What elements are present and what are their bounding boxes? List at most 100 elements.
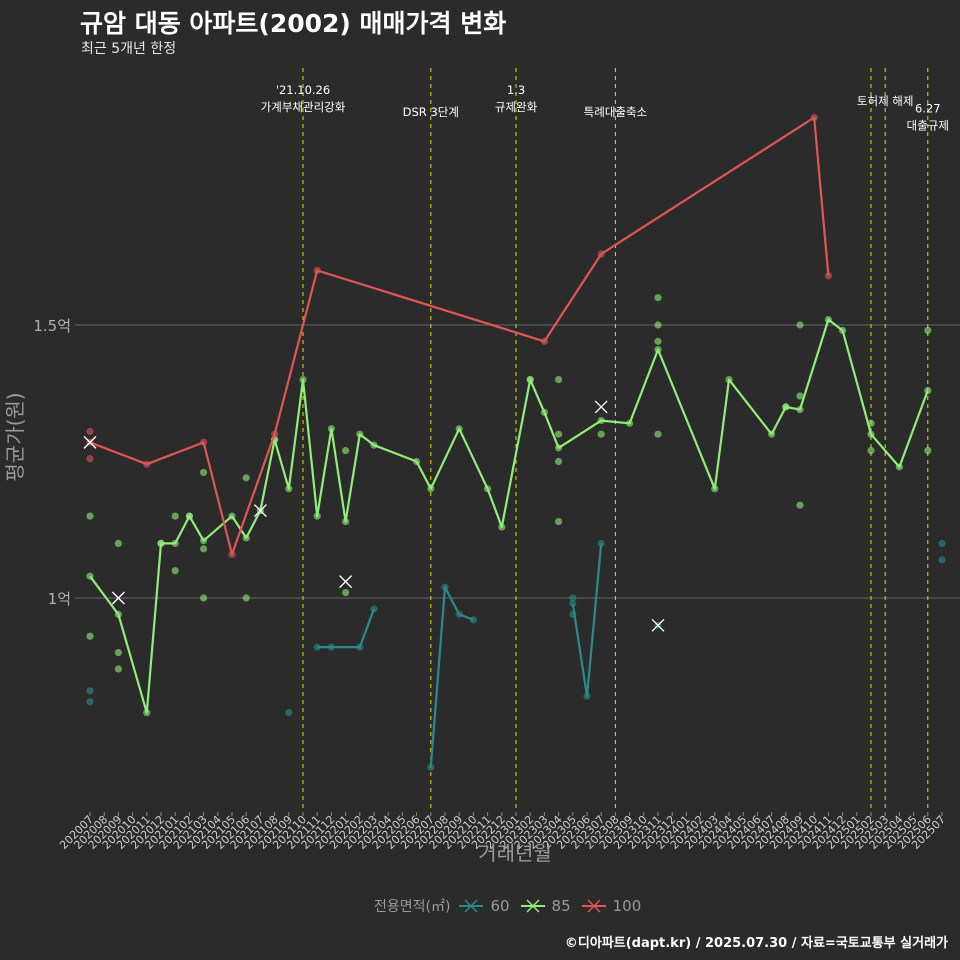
series-85-line-point bbox=[867, 430, 875, 438]
series-85-line-point bbox=[654, 345, 662, 354]
series-100-cross-marker bbox=[83, 435, 97, 449]
legend: 전용면적(㎡) 60 85 100 bbox=[374, 896, 651, 916]
series-85-cross-marker bbox=[253, 504, 267, 518]
series-85-line-point bbox=[327, 425, 335, 433]
series-100-line bbox=[89, 116, 830, 556]
series-85-line-point bbox=[342, 517, 350, 526]
event-label: 1.3 bbox=[507, 83, 525, 97]
series-100-line-point bbox=[810, 113, 818, 122]
series-85-line-point bbox=[555, 444, 563, 452]
series-85-point bbox=[654, 337, 662, 345]
series-85-point bbox=[924, 446, 932, 455]
series-85-cross-marker-stroke bbox=[594, 400, 608, 414]
event-annotations: '21.10.26 가계부채관리강화 DSR 3단계 1.3 규제완화 특례대출축소 토허제… bbox=[261, 68, 949, 812]
series-85-point bbox=[597, 430, 605, 438]
series-85-line-point bbox=[626, 419, 634, 427]
event-label: 규제완화 bbox=[495, 100, 538, 114]
series-85-line-point bbox=[526, 376, 534, 384]
series-60-point bbox=[938, 556, 946, 564]
series-60-line-point bbox=[597, 539, 605, 548]
series-85-point bbox=[555, 457, 563, 466]
series-85-line-point bbox=[200, 537, 208, 545]
legend-label-85: 85 bbox=[551, 897, 571, 915]
y-axis-label: 평균가(원) bbox=[3, 392, 27, 481]
event-label: 대출규제 bbox=[907, 119, 949, 133]
series-85-line-point bbox=[796, 406, 804, 414]
source-caption: ©디아파트(dapt.kr) / 2025.07.30 / 자료=국토교통부 실… bbox=[564, 936, 948, 951]
series-85-point bbox=[200, 468, 208, 477]
series-85-line-point bbox=[143, 709, 151, 717]
series-85-point bbox=[796, 392, 804, 400]
series-85-line-point bbox=[895, 463, 904, 471]
series-100-line-point bbox=[597, 250, 605, 258]
series-85-point bbox=[555, 430, 563, 438]
series-85-line-point bbox=[413, 457, 421, 466]
series-60-point bbox=[86, 687, 94, 695]
event-label: 6.27 bbox=[915, 102, 941, 116]
series-85-line-point bbox=[171, 539, 179, 548]
series-lines bbox=[83, 113, 946, 771]
series-85-point bbox=[342, 588, 350, 597]
series-85-line-point bbox=[455, 425, 463, 433]
series-60-line-point bbox=[583, 692, 591, 700]
legend-item-85: 85 bbox=[520, 896, 571, 916]
series-60-point bbox=[569, 594, 577, 602]
series-60-cross-marker bbox=[651, 618, 665, 632]
series-60-line-segment bbox=[571, 543, 603, 698]
series-85-point bbox=[654, 430, 662, 438]
legend-item-100: 100 bbox=[581, 896, 642, 916]
series-85-line-point bbox=[839, 326, 847, 335]
legend-title: 전용면적(㎡) bbox=[374, 899, 451, 915]
legend-key-100-icon bbox=[581, 899, 606, 913]
gridlines bbox=[75, 324, 960, 599]
series-85-point bbox=[200, 545, 208, 553]
series-85-point bbox=[796, 501, 804, 509]
series-85-line-point bbox=[427, 485, 435, 493]
series-85-point bbox=[86, 512, 94, 520]
event-label: DSR 3단계 bbox=[403, 105, 459, 119]
series-60-line-point bbox=[427, 763, 435, 771]
series-60-line-point bbox=[356, 643, 364, 651]
series-85-line-point bbox=[86, 572, 94, 580]
series-60-point bbox=[285, 709, 293, 717]
series-85-point bbox=[171, 567, 179, 575]
series-100-point bbox=[86, 455, 94, 463]
series-85-point bbox=[200, 594, 208, 602]
series-60-line-point bbox=[327, 643, 335, 651]
series-85-line-point bbox=[370, 441, 378, 449]
series-60-point bbox=[938, 539, 946, 548]
series-85-point bbox=[796, 321, 804, 329]
series-85-line-point bbox=[484, 485, 492, 493]
series-85-line-point bbox=[356, 430, 364, 438]
series-85-cross-marker bbox=[594, 400, 608, 414]
series-85-point bbox=[555, 517, 563, 526]
series-85-line-point bbox=[540, 408, 549, 416]
legend-label-100: 100 bbox=[612, 897, 642, 915]
series-60-point bbox=[86, 698, 94, 706]
series-100-line-point bbox=[228, 550, 236, 558]
x-tick-labels: 2020072020082020092020102020112020122021… bbox=[57, 812, 948, 852]
series-85-cross-marker-stroke bbox=[253, 504, 267, 518]
series-85-point bbox=[86, 632, 94, 640]
series-60-line-point bbox=[441, 583, 449, 591]
series-100-line-point bbox=[143, 460, 151, 468]
chart-subtitle: 최근 5개년 한정 bbox=[81, 41, 177, 57]
series-85-point bbox=[114, 539, 122, 548]
series-100-cross-marker-stroke bbox=[83, 435, 97, 449]
series-85-point bbox=[924, 326, 932, 335]
series-60-cross-marker-stroke bbox=[651, 618, 665, 632]
legend-item-60: 60 bbox=[458, 896, 510, 916]
series-85-point bbox=[114, 665, 122, 673]
series-85-line-point bbox=[711, 485, 719, 493]
event-label: 특례대출축소 bbox=[584, 105, 647, 119]
legend-key-60-icon bbox=[459, 899, 484, 913]
series-85-point bbox=[242, 594, 250, 602]
series-60-line-point bbox=[455, 610, 463, 618]
series-85-point bbox=[342, 446, 350, 455]
series-85-line-point bbox=[114, 610, 122, 618]
y-tick-label: 1억 bbox=[48, 590, 71, 608]
y-tick-labels: 1억 1.5억 bbox=[33, 317, 71, 608]
series-85-line-point bbox=[924, 386, 932, 395]
series-85-point bbox=[654, 321, 662, 329]
series-85-line-point bbox=[782, 403, 790, 411]
